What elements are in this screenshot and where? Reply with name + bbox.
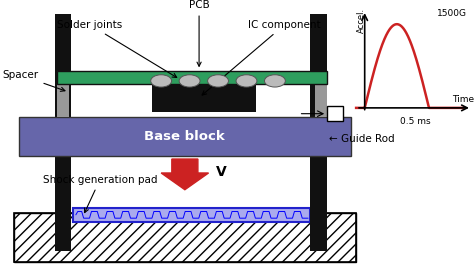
Text: 1500G: 1500G bbox=[437, 9, 466, 18]
Text: 0.5 ms: 0.5 ms bbox=[400, 117, 430, 126]
Bar bbox=[57, 71, 69, 117]
Text: Base block: Base block bbox=[145, 130, 225, 143]
Bar bbox=[327, 106, 343, 121]
Text: Solder joints: Solder joints bbox=[57, 20, 177, 78]
Circle shape bbox=[264, 75, 285, 87]
Circle shape bbox=[208, 75, 228, 87]
Bar bbox=[55, 14, 71, 251]
Bar bbox=[19, 117, 351, 156]
Bar bbox=[315, 71, 327, 117]
FancyArrow shape bbox=[161, 159, 209, 190]
Text: IC component: IC component bbox=[202, 20, 321, 95]
Text: Spacer: Spacer bbox=[2, 70, 65, 91]
Text: Shock generation pad: Shock generation pad bbox=[43, 175, 157, 213]
Bar bbox=[14, 213, 356, 262]
Circle shape bbox=[236, 75, 257, 87]
Bar bbox=[152, 84, 256, 112]
Circle shape bbox=[151, 75, 172, 87]
Bar bbox=[73, 208, 310, 222]
Text: V: V bbox=[216, 165, 227, 179]
Circle shape bbox=[179, 75, 200, 87]
Text: Time: Time bbox=[452, 95, 474, 104]
Text: ← Guide Rod: ← Guide Rod bbox=[329, 134, 395, 145]
Text: Accel.: Accel. bbox=[357, 8, 366, 33]
Bar bbox=[310, 14, 327, 251]
Bar bbox=[57, 71, 327, 84]
Bar bbox=[14, 213, 356, 262]
Text: PCB: PCB bbox=[189, 0, 210, 66]
